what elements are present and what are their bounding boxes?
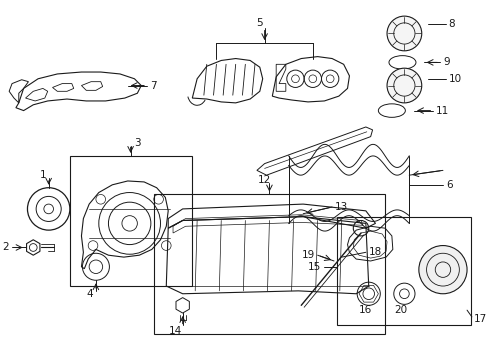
- Text: 1: 1: [40, 170, 46, 180]
- Text: 6: 6: [445, 180, 451, 190]
- Text: 12: 12: [258, 175, 271, 185]
- Text: 19: 19: [301, 250, 314, 260]
- Text: 14: 14: [168, 327, 181, 336]
- Text: 18: 18: [368, 247, 381, 257]
- Text: 3: 3: [134, 138, 141, 148]
- Text: 13: 13: [334, 202, 347, 212]
- Text: 15: 15: [307, 262, 321, 272]
- Text: 17: 17: [473, 314, 486, 324]
- Text: 11: 11: [435, 105, 448, 116]
- Text: 2: 2: [2, 243, 9, 252]
- Circle shape: [418, 246, 466, 294]
- Bar: [336, 217, 470, 325]
- Text: 10: 10: [448, 74, 461, 84]
- Text: 7: 7: [150, 81, 156, 90]
- Bar: [70, 156, 192, 286]
- Circle shape: [386, 68, 421, 103]
- Text: 5: 5: [256, 18, 263, 28]
- Text: 16: 16: [359, 305, 372, 315]
- Text: 9: 9: [442, 57, 448, 67]
- Circle shape: [386, 16, 421, 51]
- Text: 8: 8: [448, 19, 454, 29]
- Bar: [153, 194, 385, 334]
- Text: 4: 4: [87, 289, 93, 299]
- Text: 20: 20: [393, 305, 407, 315]
